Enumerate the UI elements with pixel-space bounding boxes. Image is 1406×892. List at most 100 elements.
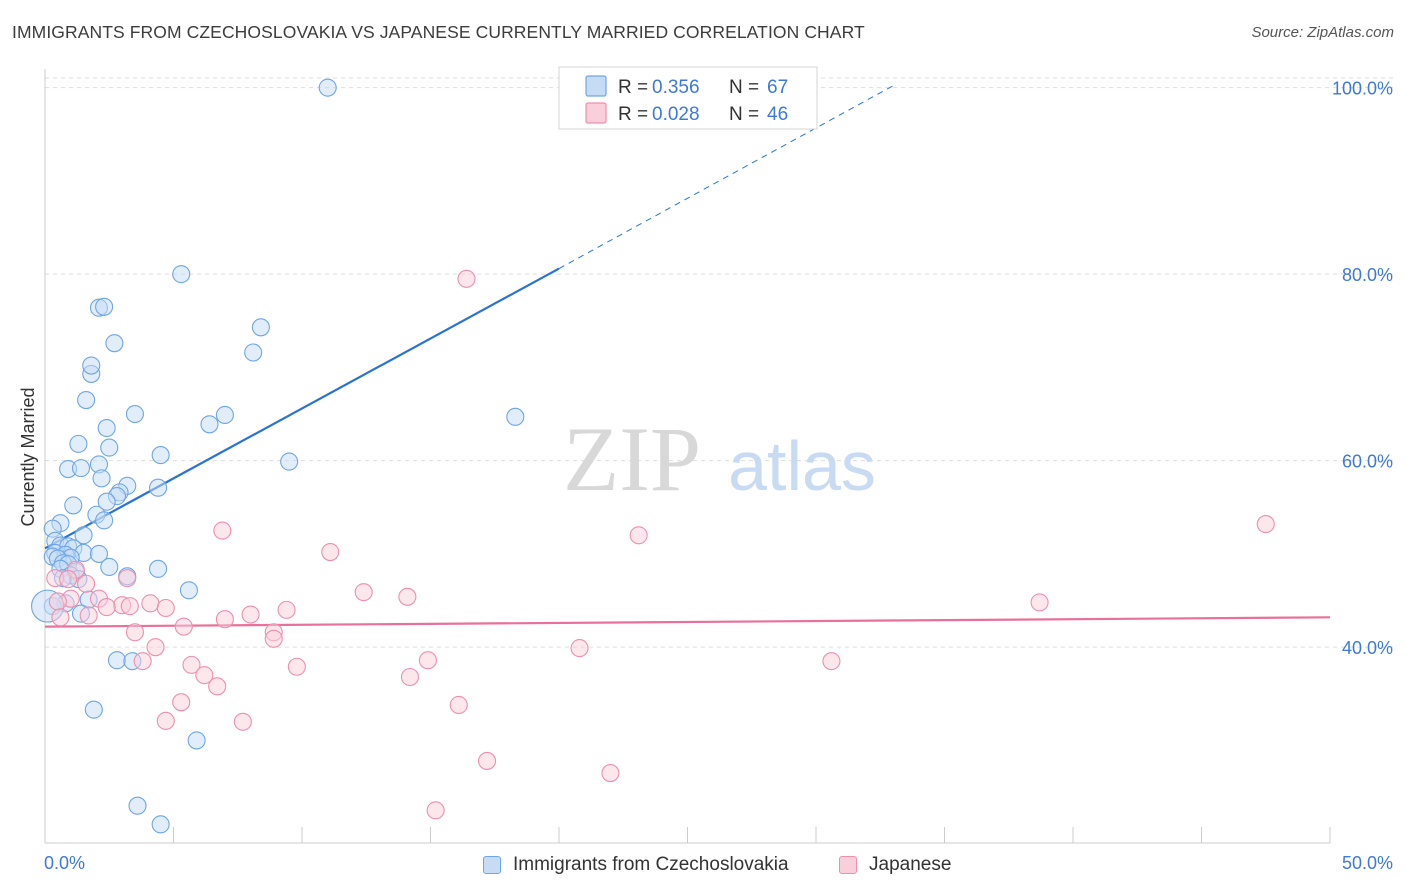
legend-swatch-pink [839, 856, 857, 874]
series-legend: Immigrants from Czechoslovakia Japanese [0, 852, 1406, 878]
point-czechoslovakia [95, 511, 114, 530]
point-japanese [208, 677, 227, 696]
stats-legend-pink-swatch [585, 102, 607, 124]
point-japanese [133, 652, 152, 671]
point-japanese [426, 801, 445, 820]
point-japanese [277, 600, 296, 619]
y-tick-label: 100.0% [1332, 79, 1393, 99]
stats-n-value-pink: 46 [767, 104, 788, 125]
point-czechoslovakia [215, 405, 234, 425]
point-japanese [215, 610, 234, 629]
point-czechoslovakia [89, 544, 109, 563]
point-japanese [477, 751, 497, 770]
point-japanese [48, 592, 67, 611]
point-japanese [172, 693, 191, 712]
point-czechoslovakia [506, 407, 525, 426]
point-czechoslovakia [151, 446, 170, 465]
trend-line-czechoslovakia-extension [558, 85, 894, 270]
tick-labels: 40.0% 60.0% 80.0% 100.0% 0.0% 50.0% [44, 79, 1393, 873]
x-tick-label: 0.0% [44, 853, 85, 873]
grid-lines [45, 77, 1394, 648]
point-japanese [629, 526, 648, 545]
point-japanese [120, 597, 139, 616]
stats-r-value-pink: 0.028 [652, 104, 700, 125]
point-czechoslovakia [84, 700, 103, 719]
point-japanese [570, 639, 589, 658]
point-japanese [354, 583, 373, 602]
legend-item-czechoslovakia: Immigrants from Czechoslovakia [483, 852, 789, 878]
chart-title: IMMIGRANTS FROM CZECHOSLOVAKIA VS JAPANE… [12, 22, 865, 42]
point-czechoslovakia [128, 796, 147, 815]
point-czechoslovakia [149, 478, 168, 497]
legend-swatch-blue [483, 856, 501, 874]
source-label: Source: ZipAtlas.com [1251, 24, 1394, 41]
point-japanese [233, 712, 252, 731]
point-japanese [118, 569, 137, 588]
point-japanese [1256, 515, 1275, 534]
point-japanese [77, 574, 96, 593]
axes [44, 69, 1331, 844]
y-axis-label: Currently Married [18, 387, 38, 526]
stats-n-label-blue: N = [729, 77, 759, 98]
point-czechoslovakia [77, 390, 96, 410]
point-japanese [418, 651, 437, 670]
point-japanese [146, 638, 165, 657]
point-japanese [195, 666, 214, 685]
watermark-zip: ZIP [563, 408, 701, 510]
series-czechoslovakia-points [31, 78, 525, 834]
point-czechoslovakia [280, 452, 299, 471]
point-czechoslovakia [100, 438, 119, 457]
trend-line-czechoslovakia [44, 267, 560, 550]
stats-n-value-blue: 67 [767, 77, 788, 98]
y-tick-label: 60.0% [1342, 452, 1393, 472]
point-czechoslovakia [74, 526, 93, 545]
point-japanese [79, 606, 98, 625]
point-czechoslovakia [82, 356, 101, 375]
point-japanese [213, 521, 232, 540]
point-czechoslovakia [187, 731, 206, 750]
legend-label-czechoslovakia: Immigrants from Czechoslovakia [513, 854, 789, 875]
point-japanese [822, 652, 841, 671]
watermark: ZIP atlas [563, 408, 876, 510]
point-czechoslovakia [92, 469, 111, 488]
point-japanese [457, 269, 476, 288]
point-czechoslovakia [125, 404, 144, 424]
trend-line-japanese [44, 616, 1331, 628]
x-tick-label: 50.0% [1342, 853, 1393, 873]
stats-r-value-blue: 0.356 [652, 77, 700, 98]
point-czechoslovakia [318, 78, 337, 97]
point-japanese [156, 711, 175, 730]
point-japanese [287, 657, 306, 676]
point-japanese [51, 608, 70, 627]
stats-n-label-pink: N = [729, 104, 759, 125]
point-japanese [1030, 593, 1049, 612]
point-czechoslovakia [149, 559, 168, 578]
point-japanese [321, 543, 340, 562]
point-czechoslovakia [251, 318, 270, 337]
point-japanese [241, 605, 260, 624]
trend-lines [44, 85, 1331, 628]
point-czechoslovakia [151, 815, 170, 834]
y-tick-label: 40.0% [1342, 638, 1393, 658]
point-japanese [400, 667, 419, 687]
point-czechoslovakia [64, 496, 83, 515]
point-japanese [156, 598, 175, 618]
watermark-atlas: atlas [728, 427, 876, 505]
y-tick-label: 80.0% [1342, 265, 1393, 285]
stats-r-label-blue: R = [618, 77, 648, 98]
point-japanese [449, 695, 468, 715]
point-czechoslovakia [69, 434, 88, 453]
point-czechoslovakia [105, 334, 124, 353]
point-czechoslovakia [97, 492, 116, 511]
point-czechoslovakia [172, 265, 191, 284]
point-czechoslovakia [200, 415, 219, 434]
point-japanese [97, 598, 116, 617]
point-japanese [59, 570, 78, 589]
point-japanese [174, 617, 193, 636]
point-czechoslovakia [107, 651, 127, 670]
point-japanese [182, 655, 201, 674]
legend-item-japanese: Japanese [839, 852, 951, 878]
point-czechoslovakia [179, 581, 198, 600]
point-czechoslovakia [95, 297, 114, 316]
stats-r-label-pink: R = [618, 104, 648, 125]
